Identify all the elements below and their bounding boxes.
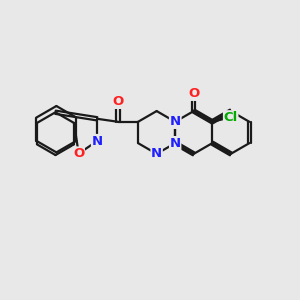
Text: N: N (169, 115, 181, 128)
Text: N: N (169, 137, 181, 150)
Text: O: O (112, 95, 124, 108)
Text: N: N (151, 147, 162, 161)
Text: Cl: Cl (224, 111, 238, 124)
Text: N: N (169, 115, 181, 128)
Text: N: N (92, 135, 103, 148)
Text: O: O (73, 147, 84, 160)
Text: O: O (188, 87, 199, 100)
